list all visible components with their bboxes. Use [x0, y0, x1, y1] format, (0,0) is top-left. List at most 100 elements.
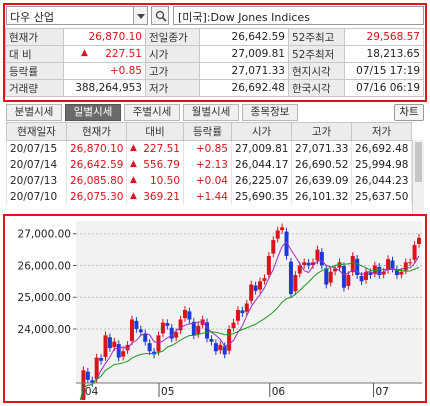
candle-body — [280, 227, 285, 231]
candle-body — [222, 346, 227, 355]
daily-table-scrollbar[interactable] — [412, 140, 424, 213]
summary-value-text: 18,213.65 — [366, 48, 420, 60]
candle-body — [99, 358, 104, 361]
summary-value-text: 07/16 06:19 — [356, 82, 420, 94]
x-tick-label: 06 — [272, 386, 286, 398]
candle-body — [284, 231, 289, 256]
cell-date: 20/07/10 — [6, 188, 67, 205]
candle-body — [182, 309, 187, 319]
candle-body — [129, 319, 134, 342]
candle-body — [147, 343, 152, 352]
candle-body — [165, 323, 170, 326]
candle-body — [297, 265, 302, 274]
candle-body — [390, 260, 395, 269]
daily-price-table: 현재일자 현재가 대비 등락률 시가 고가 저가 20/07/15 26,870.10 ▲ 227… — [6, 122, 412, 205]
cell-text: +2.13 — [195, 158, 228, 171]
candle-body — [302, 262, 307, 265]
candle-body — [412, 245, 417, 260]
cell-text: 25,994.98 — [355, 158, 409, 171]
summary-label: 현지시각 — [288, 62, 345, 80]
candle-body — [244, 303, 249, 312]
column-header[interactable]: 고가 — [291, 122, 352, 141]
candle-body — [381, 271, 386, 275]
cell-text: 20/07/10 — [10, 190, 58, 203]
cell-open: 26,044.17 — [231, 156, 292, 173]
cell-text: 20/07/14 — [10, 158, 58, 171]
chart-button[interactable]: 차트 — [394, 104, 424, 121]
cell-text: 26,075.30 — [70, 190, 124, 203]
cell-high: 26,639.09 — [291, 172, 352, 189]
tab-daily[interactable]: 일별시세 — [65, 104, 121, 121]
column-header[interactable]: 대비 — [126, 122, 184, 141]
up-arrow-icon: ▲ — [130, 190, 137, 201]
cell-price: 26,085.80 — [66, 172, 127, 189]
summary-value: 27,009.81 — [199, 45, 289, 63]
x-tick-label: 05 — [161, 386, 174, 398]
candle-body — [258, 281, 263, 290]
summary-label: 대 비 — [5, 45, 64, 63]
summary-value: 18,213.65 — [344, 45, 424, 63]
candle-body — [107, 337, 112, 349]
scrollbar-thumb[interactable] — [415, 142, 422, 182]
cell-change: ▲ 556.79 — [126, 156, 184, 173]
summary-value-text: 27,009.81 — [231, 48, 285, 60]
candle-body — [275, 230, 280, 239]
summary-value: 26,692.48 — [199, 79, 289, 97]
cell-rate: +2.13 — [183, 156, 232, 173]
cell-text: +0.85 — [195, 142, 228, 155]
column-header[interactable]: 저가 — [351, 122, 412, 141]
candle-body — [191, 321, 196, 336]
candle-body — [213, 343, 218, 352]
candle-body — [403, 262, 408, 271]
cell-date: 20/07/13 — [6, 172, 67, 189]
candle-body — [311, 262, 316, 265]
tab-weekly[interactable]: 주별시세 — [124, 104, 180, 121]
candle-body — [235, 309, 240, 321]
summary-value: 26,870.10 — [63, 28, 146, 46]
summary-value-text: 29,568.57 — [366, 31, 420, 43]
candle-body — [355, 258, 360, 275]
cell-text: 26,639.09 — [295, 174, 349, 187]
cell-text: 25,690.35 — [235, 190, 289, 203]
cell-low: 26,692.48 — [351, 140, 412, 157]
table-row[interactable]: 20/07/13 26,085.80 ▲ 10.50 +0.04 26,225.07 26,… — [6, 172, 412, 189]
column-header[interactable]: 등락률 — [183, 122, 232, 141]
candle-body — [134, 320, 139, 329]
summary-label: 한국시각 — [288, 79, 345, 97]
column-header[interactable]: 현재일자 — [6, 122, 67, 141]
candle-body — [240, 310, 245, 314]
column-header[interactable]: 시가 — [231, 122, 292, 141]
summary-label: 거래량 — [5, 79, 64, 97]
candle-body — [209, 339, 214, 342]
stock-name-combo[interactable]: 다우 산업 — [6, 6, 134, 25]
tab-minute[interactable]: 분별시세 — [6, 104, 62, 121]
combo-dropdown-button[interactable] — [134, 6, 148, 25]
up-arrow-icon: ▲ — [130, 174, 137, 185]
candle-body — [138, 329, 143, 333]
cell-low: 25,994.98 — [351, 156, 412, 173]
table-row[interactable]: 20/07/10 26,075.30 ▲ 369.21 +1.44 25,690.35 26… — [6, 188, 412, 205]
candle-body — [90, 380, 95, 383]
cell-text: 25,637.50 — [355, 190, 409, 203]
tab-stock-info[interactable]: 종목정보 — [242, 104, 298, 121]
moving-average-long — [79, 262, 420, 400]
cell-text: 26,044.17 — [235, 158, 289, 171]
search-bar: 다우 산업 [미국]:Dow Jones Indices — [6, 6, 424, 26]
column-header[interactable]: 현재가 — [66, 122, 127, 141]
candle-body — [337, 262, 342, 268]
cell-text: 26,692.48 — [355, 142, 409, 155]
search-button[interactable] — [151, 6, 169, 25]
cell-text: 27,009.81 — [235, 142, 289, 155]
candle-body — [169, 327, 174, 339]
cell-rate: +0.04 — [183, 172, 232, 189]
summary-value: 07/15 17:19 — [344, 62, 424, 80]
candle-body — [306, 262, 311, 266]
table-row[interactable]: 20/07/14 26,642.59 ▲ 556.79 +2.13 26,044.17 26… — [6, 156, 412, 173]
cell-text: 556.79 — [143, 158, 180, 171]
candle-body — [386, 259, 391, 270]
candle-body — [125, 344, 130, 351]
candle-body — [174, 332, 179, 338]
table-row[interactable]: 20/07/15 26,870.10 ▲ 227.51 +0.85 27,009.81 27… — [6, 140, 412, 157]
candle-body — [315, 249, 320, 261]
tab-monthly[interactable]: 월별시세 — [183, 104, 239, 121]
